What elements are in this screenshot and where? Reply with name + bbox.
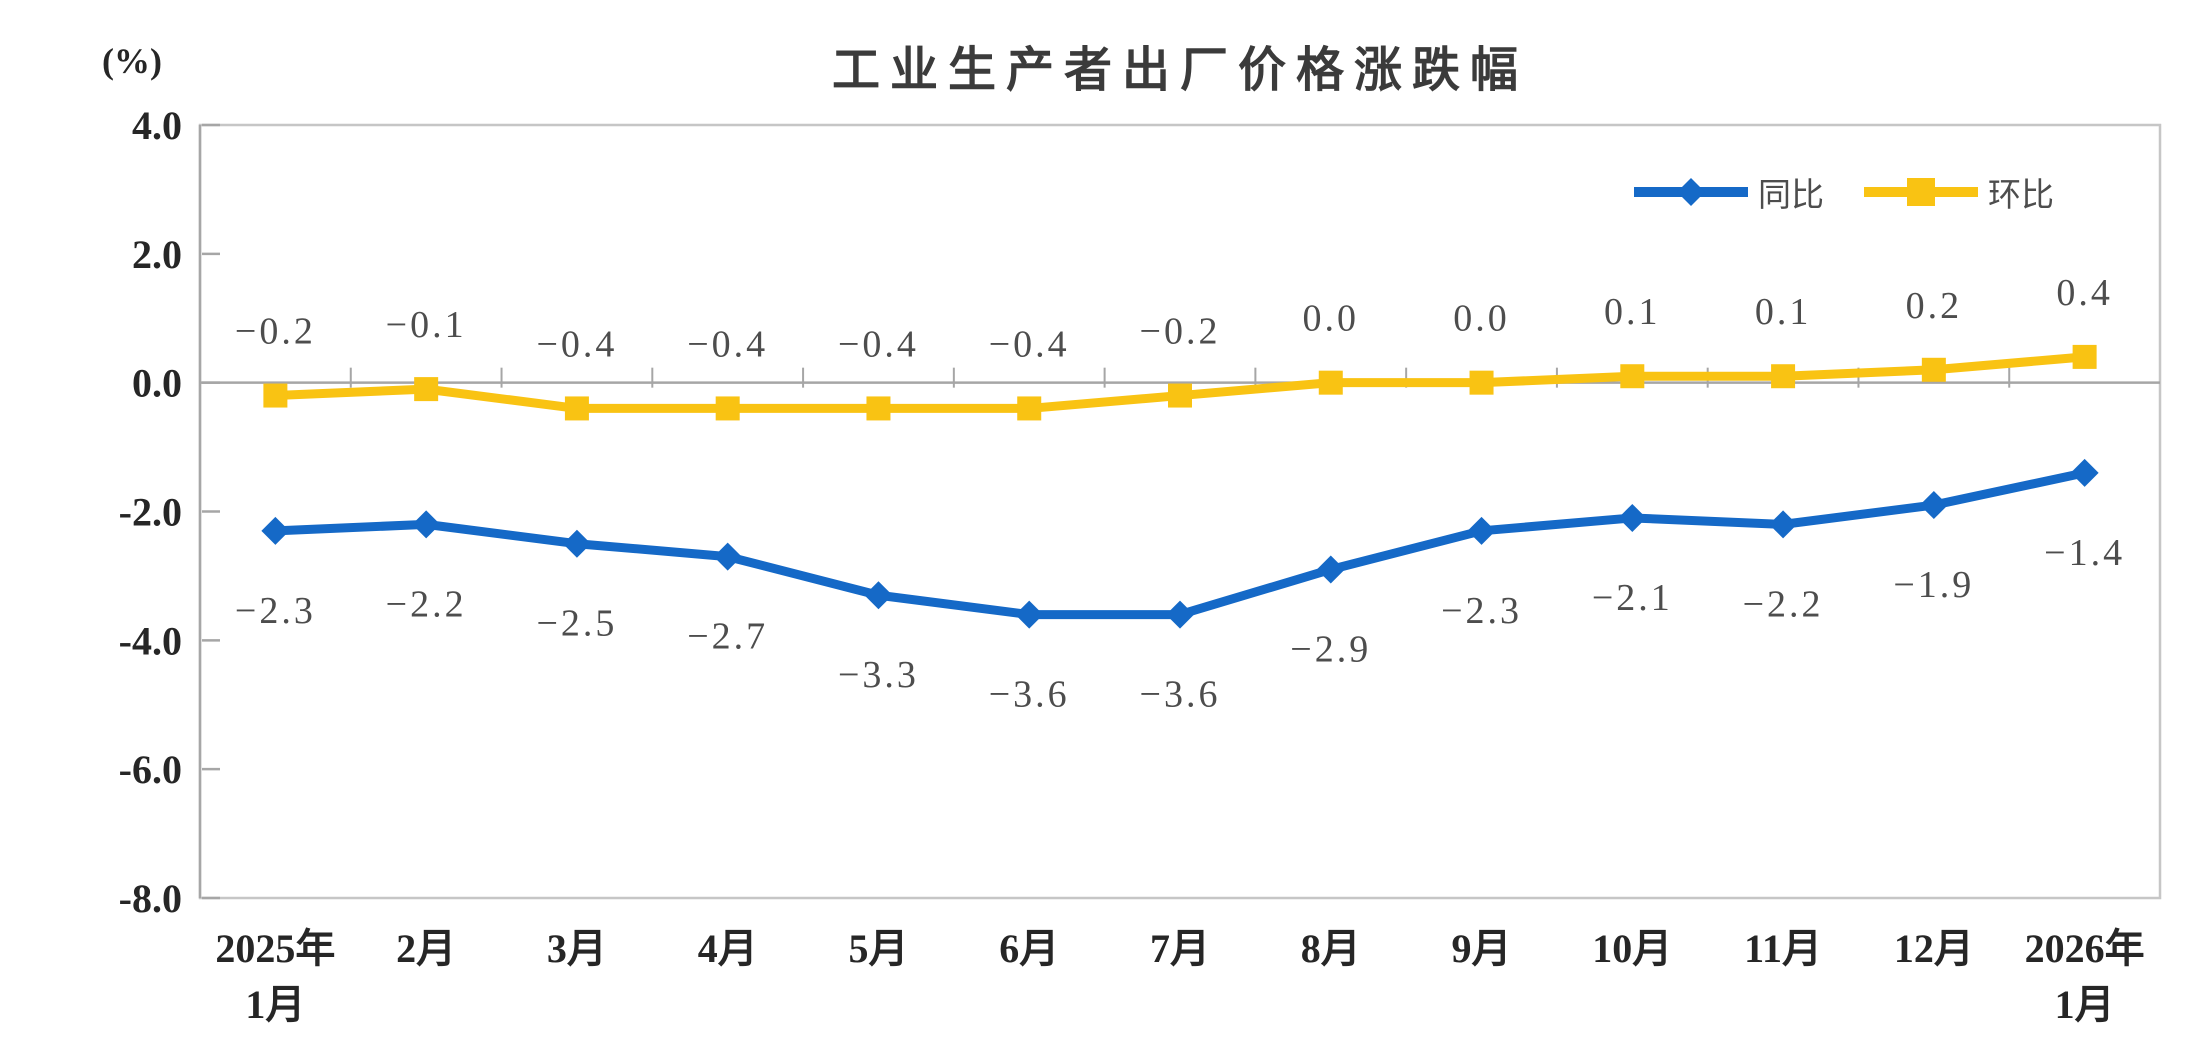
data-point-marker <box>1166 600 1194 629</box>
data-label: 0.0 <box>1453 298 1510 340</box>
y-tick-label: -2.0 <box>119 490 182 535</box>
x-tick-label: 1月 <box>245 982 305 1027</box>
y-tick-label: -8.0 <box>119 876 182 921</box>
legend-swatch-diamond-icon <box>1634 178 1748 206</box>
data-label: −1.9 <box>1893 564 1974 606</box>
data-point-marker <box>263 383 288 408</box>
data-point-marker <box>1618 503 1647 532</box>
data-point-marker <box>866 396 891 421</box>
data-point-marker <box>562 529 591 558</box>
data-label: −0.2 <box>235 311 316 353</box>
x-tick-label: 11月 <box>1744 926 1822 971</box>
data-point-marker <box>864 581 893 610</box>
data-label: −3.6 <box>989 674 1070 716</box>
data-label: −2.9 <box>1290 628 1371 670</box>
data-point-marker <box>1467 516 1496 545</box>
data-point-marker <box>1771 364 1796 389</box>
y-tick-label: 0.0 <box>132 361 182 406</box>
x-tick-label: 12月 <box>1894 926 1974 971</box>
x-tick-label: 6月 <box>999 926 1059 971</box>
y-tick-label: -6.0 <box>119 747 182 792</box>
x-tick-label: 8月 <box>1301 926 1361 971</box>
data-point-marker <box>1769 510 1798 539</box>
data-point-marker <box>715 396 740 421</box>
data-label: 0.2 <box>1906 285 1963 327</box>
data-label: −2.1 <box>1592 577 1673 619</box>
x-tick-label: 2025年 <box>215 926 335 971</box>
data-label: −0.1 <box>386 304 467 346</box>
data-label: −0.2 <box>1140 311 1221 353</box>
data-label: −1.4 <box>2044 532 2125 574</box>
y-tick-label: 4.0 <box>132 103 182 148</box>
data-label: −2.3 <box>235 590 316 632</box>
chart-title: 工业生产者出厂价格涨跌幅 <box>831 44 1528 97</box>
data-point-marker <box>1919 491 1948 520</box>
data-label: −0.4 <box>536 323 617 365</box>
legend-label-mom: 环比 <box>1988 178 2054 214</box>
data-label: −2.7 <box>687 616 768 658</box>
legend: 同比 环比 <box>1632 168 2054 216</box>
x-tick-label: 5月 <box>848 926 908 971</box>
data-point-marker <box>1921 357 1946 382</box>
data-point-marker <box>412 510 441 539</box>
legend-label-yoy: 同比 <box>1758 178 1824 214</box>
legend-item-yoy: 同比 <box>1632 168 1824 216</box>
legend-swatch-square-icon <box>1864 178 1978 206</box>
series-1: −0.2 −0.1 −0.4 −0.4 −0.4 −0.4 −0.2 0.0 0.0 0.1 0.1… <box>235 272 2113 421</box>
data-point-marker <box>1316 555 1345 584</box>
legend-item-mom: 环比 <box>1862 168 2054 216</box>
diamond-marker-icon <box>1677 178 1705 206</box>
x-tick-label: 3月 <box>547 926 607 971</box>
data-label: 0.1 <box>1755 291 1812 333</box>
y-axis-unit-label: (%) <box>102 41 162 81</box>
data-point-marker <box>1469 370 1494 395</box>
data-point-marker <box>1015 600 1044 629</box>
x-tick-label: 2月 <box>396 926 456 971</box>
data-label: −2.2 <box>386 583 467 625</box>
data-label: 0.1 <box>1604 291 1661 333</box>
x-tick-label: 1月 <box>2055 982 2115 1027</box>
x-tick-label: 2026年 <box>2025 926 2145 971</box>
data-label: −2.2 <box>1743 583 1824 625</box>
x-tick-label: 9月 <box>1452 926 1512 971</box>
data-label: −3.3 <box>838 654 919 696</box>
x-tick-label: 10月 <box>1592 926 1672 971</box>
data-label: 0.0 <box>1303 298 1360 340</box>
data-label: −0.4 <box>687 323 768 365</box>
data-label: −3.6 <box>1140 674 1221 716</box>
data-point-marker <box>1168 383 1192 408</box>
square-marker-icon <box>1907 178 1935 206</box>
data-point-marker <box>564 396 589 421</box>
data-point-marker <box>2070 458 2099 487</box>
data-point-marker <box>1318 370 1343 395</box>
data-point-marker <box>261 516 290 545</box>
y-tick-label: 2.0 <box>132 232 182 277</box>
data-point-marker <box>1620 364 1645 389</box>
data-point-marker <box>713 542 742 571</box>
data-point-marker <box>2072 344 2097 369</box>
data-label: 0.4 <box>2056 272 2113 314</box>
data-point-marker <box>1017 396 1042 421</box>
data-label: −2.3 <box>1441 590 1522 632</box>
series-0: −2.3 −2.2 −2.5 −2.7 −3.3 −3.6 −3.6 −2.9 −2.3 −2.1… <box>235 458 2125 716</box>
data-label: −2.5 <box>536 603 617 645</box>
x-tick-label: 4月 <box>698 926 758 971</box>
data-point-marker <box>414 377 439 402</box>
data-label: −0.4 <box>838 323 919 365</box>
y-tick-label: -4.0 <box>119 618 182 663</box>
x-tick-label: 7月 <box>1150 926 1210 971</box>
data-label: −0.4 <box>989 323 1070 365</box>
